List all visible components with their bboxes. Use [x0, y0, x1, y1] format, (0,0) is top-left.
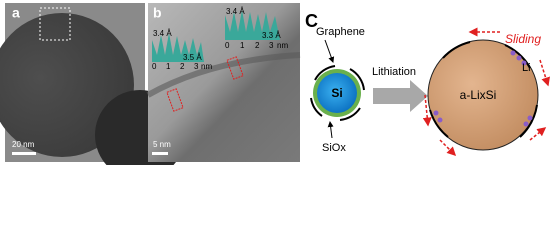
oxide-label: SiOx [322, 142, 346, 154]
tick-label: 3 [194, 62, 199, 71]
tick-label: 3 [269, 41, 274, 50]
scale-bar-label: 5 nm [153, 140, 171, 149]
tick-label: 0 [152, 62, 157, 71]
core-label: Si [331, 86, 342, 100]
unit-label: nm [201, 62, 212, 71]
spacing-label: 3.5 Å [183, 53, 202, 62]
panel-c: C Graphene Si SiOx Lithiation a-LixSi Li… [305, 11, 551, 157]
panel-label: b [153, 5, 162, 21]
tick-label: 2 [180, 62, 185, 71]
panel-label: a [12, 5, 20, 21]
panel-label: C [305, 11, 318, 31]
inset-right: 3.4 Å 3.3 Å 0 1 2 3 nm [225, 7, 288, 50]
scale-bar-label: 20 nm [12, 140, 35, 149]
tick-label: 1 [240, 41, 245, 50]
product-label: a-LixSi [460, 88, 497, 102]
unit-label: nm [277, 41, 288, 50]
spacing-label: 3.4 Å [153, 29, 172, 38]
tick-label: 1 [166, 62, 171, 71]
process-label: Lithiation [372, 66, 416, 78]
graphene-label: Graphene [316, 26, 365, 38]
ion-label: Li [522, 62, 531, 74]
tick-label: 2 [255, 41, 260, 50]
tick-label: 0 [225, 41, 230, 50]
panel-b: b 3.4 Å 3.5 Å 0 1 2 3 nm 3.4 Å 3.3 Å 0 1… [146, 3, 301, 162]
inset-left: 3.4 Å 3.5 Å 0 1 2 3 nm [152, 29, 212, 71]
motion-label: Sliding [505, 32, 541, 46]
spacing-label: 3.4 Å [226, 7, 245, 16]
spacing-label: 3.3 Å [262, 31, 281, 40]
figure: a 20 nm b 3.4 Å 3.5 Å 0 1 2 3 nm 3.4 Å 3… [0, 3, 551, 165]
